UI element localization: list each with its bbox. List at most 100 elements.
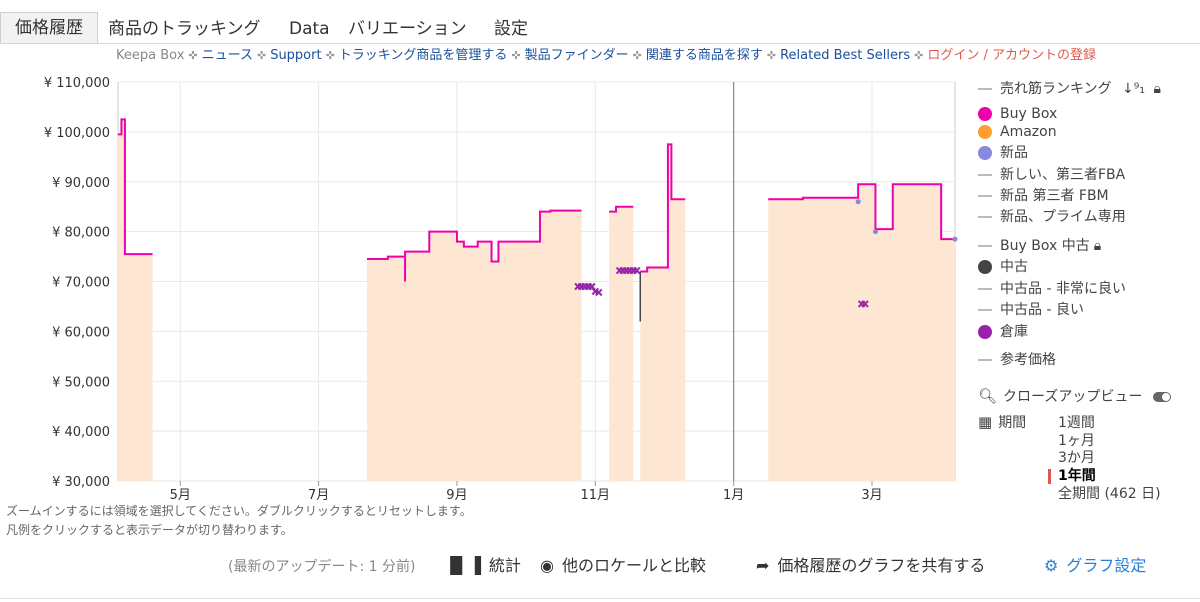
legend-used-good[interactable]: 中古品 - 良い bbox=[978, 299, 1084, 319]
legend-dot-icon bbox=[978, 146, 992, 160]
series-line-buybox bbox=[640, 143, 686, 273]
legend-dash-icon bbox=[978, 245, 992, 247]
y-tick-label: ¥ 110,000 bbox=[44, 76, 110, 91]
nav-link-finder[interactable]: 製品ファインダー bbox=[524, 48, 629, 63]
legend-dot-icon bbox=[978, 107, 992, 121]
legend-dash-icon bbox=[978, 288, 992, 290]
legend-new-fba[interactable]: 新しい、第三者FBA bbox=[978, 164, 1125, 184]
graph-settings-button[interactable]: ⚙ グラフ設定 bbox=[1044, 552, 1146, 582]
period-option-week[interactable]: 1週間 bbox=[1058, 415, 1095, 431]
closeup-toggle-row[interactable]: 🔍︎ クローズアップビュー bbox=[978, 386, 1171, 406]
legend-hint: 凡例をクリックすると表示データが切り替わります。 bbox=[6, 523, 293, 537]
nav-link-related[interactable]: 関連する商品を探す bbox=[645, 48, 763, 63]
period-row: ▦ 期間 bbox=[978, 412, 1026, 432]
compare-locale-button[interactable]: ◉ 他のロケールと比較 bbox=[540, 552, 706, 582]
legend-list-price[interactable]: 参考価格 bbox=[978, 349, 1056, 369]
legend-used[interactable]: 中古 bbox=[978, 256, 1028, 276]
nav-link-bestsellers[interactable]: Related Best Sellers bbox=[780, 48, 911, 63]
y-tick-label: ¥ 70,000 bbox=[52, 276, 110, 291]
y-tick-label: ¥ 90,000 bbox=[52, 176, 110, 191]
legend-label: Buy Box bbox=[1000, 106, 1058, 122]
y-tick-label: ¥ 60,000 bbox=[52, 325, 110, 340]
legend-new-prime[interactable]: 新品、プライム専用 bbox=[978, 206, 1126, 226]
period-option-all[interactable]: 全期間 (462 日) bbox=[1058, 486, 1161, 502]
legend-buybox[interactable]: Buy Box bbox=[978, 106, 1057, 126]
toggle-icon[interactable] bbox=[1152, 392, 1171, 402]
legend-label: 倉庫 bbox=[1000, 324, 1028, 340]
tab-divider bbox=[0, 43, 1200, 44]
legend-label: 中古 bbox=[1000, 259, 1028, 275]
tab-variations[interactable]: バリエーション bbox=[348, 19, 467, 39]
new-price-point bbox=[952, 236, 958, 242]
calendar-icon: ▦ bbox=[978, 413, 993, 431]
tab-settings[interactable]: 設定 bbox=[494, 19, 528, 39]
legend-warehouse[interactable]: 倉庫 bbox=[978, 321, 1028, 341]
amazon-fill-segment bbox=[768, 184, 955, 481]
legend-dot-icon bbox=[978, 260, 992, 274]
price-history-chart[interactable]: ¥ 110,000 ¥ 100,000 ¥ 90,000 ¥ 80,000 ¥ 70,0… bbox=[0, 64, 975, 504]
amazon-fill-segment bbox=[367, 210, 582, 482]
stats-button[interactable]: ▐▌▐ 統計 bbox=[444, 552, 521, 582]
tab-tracking[interactable]: 商品のトラッキング bbox=[108, 19, 261, 39]
nav-separator-icon: ✜ bbox=[188, 49, 198, 62]
warehouse-point bbox=[595, 288, 603, 297]
closeup-label: クローズアップビュー bbox=[1003, 389, 1143, 405]
legend-dot-icon bbox=[978, 125, 992, 139]
legend-dash-icon bbox=[978, 216, 992, 218]
legend-used-very-good[interactable]: 中古品 - 非常に良い bbox=[978, 278, 1126, 298]
legend-new-fbm[interactable]: 新品 第三者 FBM bbox=[978, 185, 1109, 205]
sort-icon: ↓⁹₁ bbox=[1122, 81, 1146, 97]
nav-bar: Keepa Box ✜ ニュース ✜ Support ✜ トラッキング商品を管理する ✜ 製品フ… bbox=[116, 44, 1096, 64]
nav-link-support[interactable]: Support bbox=[270, 48, 322, 63]
nav-separator-icon: ✜ bbox=[511, 49, 521, 62]
legend-buybox-used[interactable]: Buy Box 中古 🔒︎ bbox=[978, 235, 1101, 255]
legend-amazon[interactable]: Amazon bbox=[978, 124, 1057, 144]
nav-login-link[interactable]: ログイン / アカウントの登録 bbox=[927, 48, 1096, 63]
nav-separator-icon: ✜ bbox=[256, 49, 267, 62]
legend-label: Amazon bbox=[1000, 124, 1057, 140]
period-option-month[interactable]: 1ヶ月 bbox=[1058, 433, 1095, 449]
y-tick-label: ¥ 50,000 bbox=[52, 375, 110, 390]
share-graph-button[interactable]: ➦ 価格履歴のグラフを共有する bbox=[756, 552, 985, 582]
share-arrow-icon: ➦ bbox=[756, 556, 770, 575]
period-option-3months[interactable]: 3か月 bbox=[1058, 450, 1095, 466]
amazon-fill-area bbox=[118, 119, 955, 482]
x-tick-label: 7月 bbox=[308, 488, 329, 503]
legend-label: 中古品 - 良い bbox=[1000, 302, 1084, 318]
nav-separator-icon: ✜ bbox=[766, 49, 777, 62]
share-label: 価格履歴のグラフを共有する bbox=[777, 556, 986, 575]
globe-icon: ◉ bbox=[540, 556, 554, 575]
legend-sales-rank[interactable]: 売れ筋ランキング ↓⁹₁ 🔒︎ bbox=[978, 78, 1161, 98]
tab-bar: 価格履歴 商品のトラッキング Data バリエーション 設定 bbox=[0, 0, 1200, 44]
nav-separator-icon: ✜ bbox=[632, 49, 642, 62]
legend-label: 売れ筋ランキング bbox=[1000, 81, 1112, 97]
legend-dash-icon bbox=[978, 88, 992, 90]
legend-dash-icon bbox=[978, 174, 992, 176]
series-line-buybox bbox=[118, 118, 153, 256]
legend-label: 新品 bbox=[1000, 145, 1028, 161]
tab-data[interactable]: Data bbox=[289, 19, 330, 39]
nav-brand[interactable]: Keepa Box bbox=[116, 48, 185, 63]
amazon-fill-segment bbox=[118, 119, 153, 481]
stats-label: 統計 bbox=[488, 556, 521, 575]
y-tick-label: ¥ 80,000 bbox=[52, 226, 110, 241]
tab-price-history[interactable]: 価格履歴 bbox=[0, 12, 98, 43]
chart-series bbox=[118, 118, 958, 322]
series-line-buybox bbox=[609, 205, 634, 213]
gear-icon: ⚙ bbox=[1044, 556, 1059, 575]
last-update-text: (最新のアップデート: 1 分前) bbox=[228, 559, 416, 575]
warehouse-point bbox=[588, 282, 596, 291]
nav-link-manage[interactable]: トラッキング商品を管理する bbox=[338, 48, 508, 63]
amazon-fill-segment bbox=[640, 144, 686, 481]
nav-link-news[interactable]: ニュース bbox=[201, 48, 253, 63]
legend-dash-icon bbox=[978, 309, 992, 311]
x-tick-label: 5月 bbox=[170, 488, 191, 503]
legend-label: 新しい、第三者FBA bbox=[1000, 167, 1126, 183]
warehouse-point bbox=[633, 266, 641, 275]
x-tick-label: 11月 bbox=[581, 488, 611, 503]
series-line-buybox bbox=[768, 183, 955, 241]
y-tick-label: ¥ 100,000 bbox=[44, 126, 110, 141]
legend-new[interactable]: 新品 bbox=[978, 142, 1028, 162]
new-price-point bbox=[855, 199, 861, 205]
period-option-year[interactable]: 1年間 bbox=[1048, 465, 1096, 485]
